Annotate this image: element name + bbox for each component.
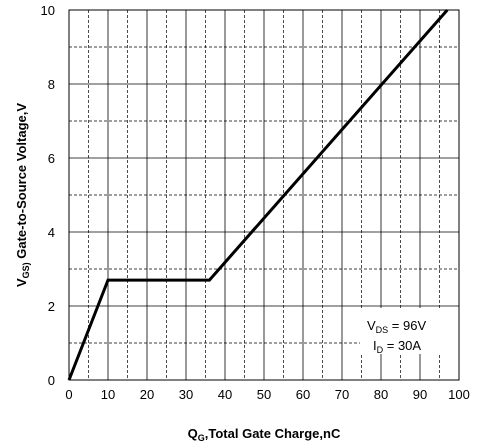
x-tick-label: 80	[374, 387, 388, 402]
annotation-vds: VDS = 96V	[367, 318, 426, 335]
y-tick-label: 8	[48, 77, 55, 92]
y-tick-label: 6	[48, 151, 55, 166]
annotation-box	[360, 308, 458, 354]
y-tick-label: 10	[41, 3, 55, 18]
x-tick-label: 10	[101, 387, 115, 402]
series-layer	[67, 9, 449, 381]
x-tick-label: 100	[448, 387, 470, 402]
x-tick-label: 90	[413, 387, 427, 402]
x-tick-label: 0	[65, 387, 72, 402]
x-tick-label: 60	[296, 387, 310, 402]
annotation-id: ID = 30A	[373, 338, 421, 355]
x-tick-label: 40	[218, 387, 232, 402]
y-tick-label: 4	[48, 225, 55, 240]
y-tick-labels: 0 2 4 6 8 10	[41, 3, 55, 388]
y-tick-label: 0	[48, 373, 55, 388]
x-tick-label: 30	[179, 387, 193, 402]
y-tick-label: 2	[48, 299, 55, 314]
x-axis-title: QG,Total Gate Charge,nC	[188, 426, 341, 443]
y-axis-title: VGS) Gate-to-Source Voltage,V	[14, 103, 31, 287]
x-tick-label: 20	[140, 387, 154, 402]
plot-frame	[68, 9, 460, 381]
x-tick-labels: 0 10 20 30 40 50 60 70 80 90 100	[65, 387, 469, 402]
series-line	[67, 9, 449, 381]
x-tick-label: 50	[257, 387, 271, 402]
x-tick-label: 70	[335, 387, 349, 402]
